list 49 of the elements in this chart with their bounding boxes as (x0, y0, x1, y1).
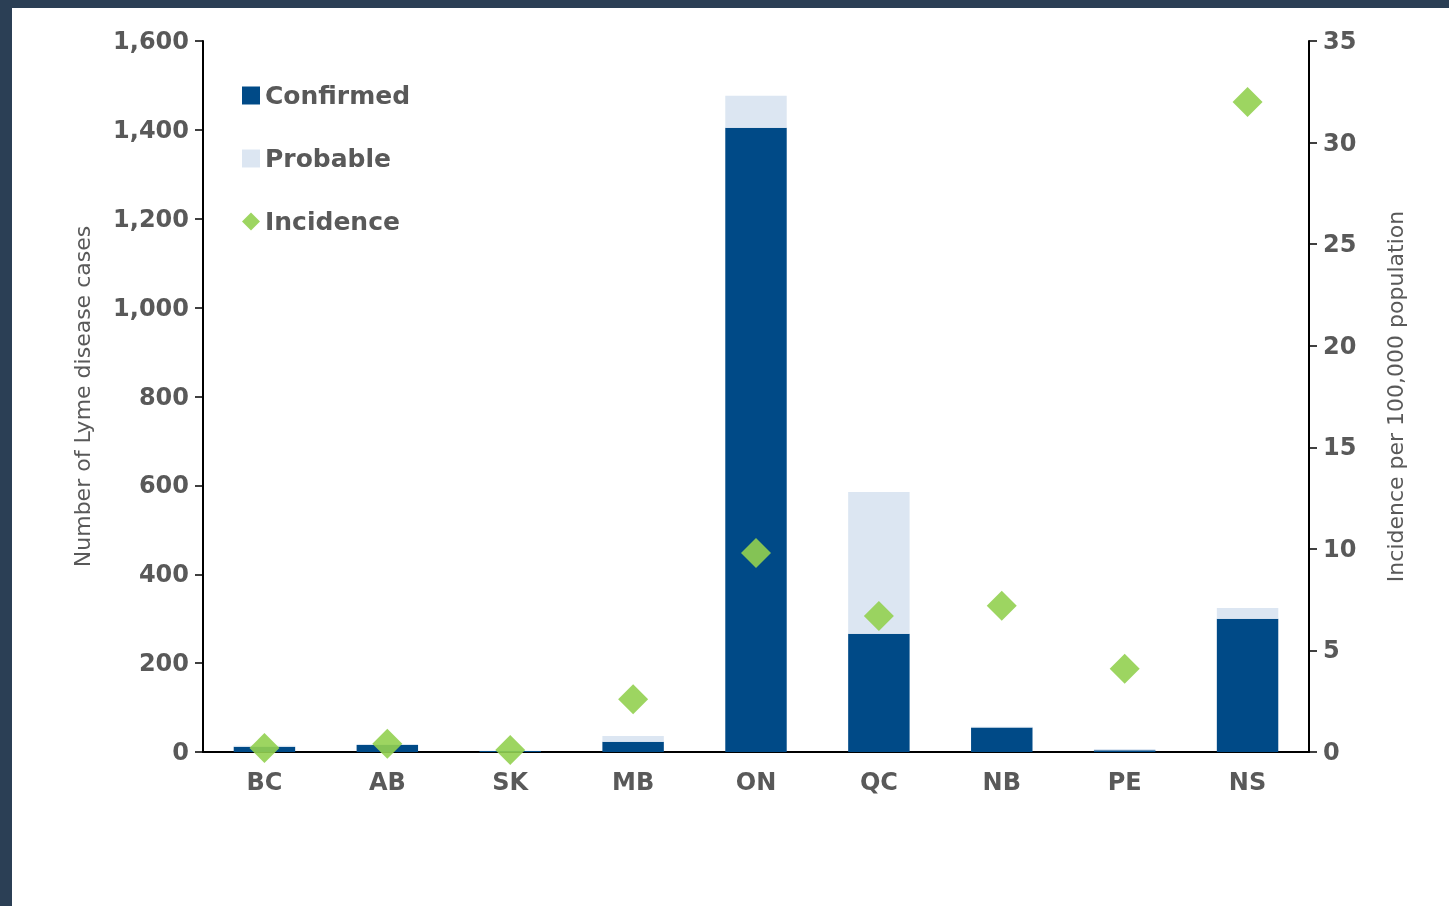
x-tick-label: NB (982, 768, 1021, 796)
y2-tick-label: 30 (1323, 128, 1357, 157)
bar (1216, 608, 1279, 619)
y-tick-label: 200 (138, 649, 189, 678)
bar (602, 736, 664, 742)
legend-label: Confirmed (265, 81, 411, 110)
x-tick-label: MB (612, 768, 655, 796)
bar (725, 95, 787, 128)
x-tick-label: SK (492, 768, 530, 796)
x-tick-label: QC (859, 768, 898, 796)
y-tick-label: 600 (138, 471, 189, 500)
bar (602, 741, 664, 752)
bar (1216, 618, 1279, 752)
bar (848, 633, 910, 752)
y-tick-label: 1,600 (113, 27, 189, 55)
y2-tick-label: 5 (1323, 636, 1340, 665)
bar (971, 727, 1033, 752)
y-tick-label: 0 (172, 738, 189, 766)
point (986, 590, 1017, 621)
point (863, 600, 894, 631)
point (249, 732, 280, 763)
bar (848, 492, 910, 634)
point (372, 728, 403, 759)
y-tick-label: 1,000 (113, 293, 189, 322)
x-tick-label: NS (1228, 768, 1267, 796)
point (1232, 86, 1263, 117)
x-tick-label: PE (1107, 768, 1142, 796)
y2-tick-label: 35 (1323, 27, 1357, 55)
y2-tick-label: 20 (1323, 331, 1357, 360)
x-tick-label: AB (368, 768, 406, 796)
x-tick-label: BC (246, 768, 283, 796)
y2-tick-label: 10 (1323, 534, 1357, 563)
y-tick-label: 1,200 (113, 204, 189, 233)
point (1109, 653, 1140, 684)
bar (725, 127, 787, 752)
point (495, 734, 526, 765)
point (618, 684, 649, 715)
y-tick-label: 800 (138, 382, 189, 411)
y2-tick-label: 25 (1323, 230, 1357, 259)
x-tick-label: ON (735, 768, 777, 796)
y-tick-label: 1,400 (113, 115, 189, 144)
y-axis-title: Number of Lyme disease cases (69, 225, 95, 568)
y2-tick-label: 0 (1323, 738, 1340, 766)
y-tick-label: 400 (138, 560, 189, 589)
legend-label: Probable (265, 144, 392, 173)
legend-label: Incidence (265, 207, 400, 236)
y2-axis-title: Incidence per 100,000 population (1382, 210, 1408, 583)
point (741, 537, 771, 568)
y2-tick-label: 15 (1323, 433, 1357, 462)
